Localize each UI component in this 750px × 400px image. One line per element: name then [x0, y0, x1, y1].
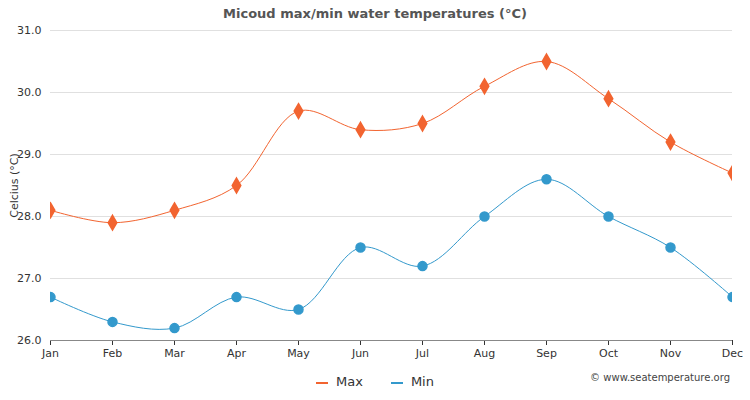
svg-text:28.0: 28.0	[17, 210, 42, 223]
svg-text:Sep: Sep	[536, 347, 557, 360]
svg-text:29.0: 29.0	[17, 148, 42, 161]
svg-text:31.0: 31.0	[17, 26, 42, 37]
svg-text:Jul: Jul	[415, 347, 429, 360]
svg-text:Nov: Nov	[660, 347, 682, 360]
svg-text:Dec: Dec	[722, 347, 743, 360]
html-text:Micoud max/min water temperatu: Micoud max/min water temperatures (°C)	[223, 6, 527, 21]
svg-text:Oct: Oct	[599, 347, 619, 360]
svg-text:26.0: 26.0	[17, 334, 42, 347]
svg-text:Celcius (°C): Celcius (°C)	[8, 153, 21, 218]
svg-text:Aug: Aug	[474, 347, 495, 360]
svg-text:30.0: 30.0	[17, 86, 42, 99]
html-text:Min: Min	[410, 374, 434, 389]
svg-text:Jun: Jun	[351, 347, 369, 360]
svg-text:Mar: Mar	[164, 347, 185, 360]
svg-text:Jan: Jan	[41, 347, 59, 360]
svg-text:27.0: 27.0	[17, 272, 42, 285]
svg-text:May: May	[287, 347, 310, 360]
html-text:Max: Max	[336, 374, 363, 389]
svg-text:Feb: Feb	[103, 347, 122, 360]
html-text:© www.seatemperature.org: © www.seatemperature.org	[590, 372, 730, 383]
svg-text:Apr: Apr	[227, 347, 247, 360]
